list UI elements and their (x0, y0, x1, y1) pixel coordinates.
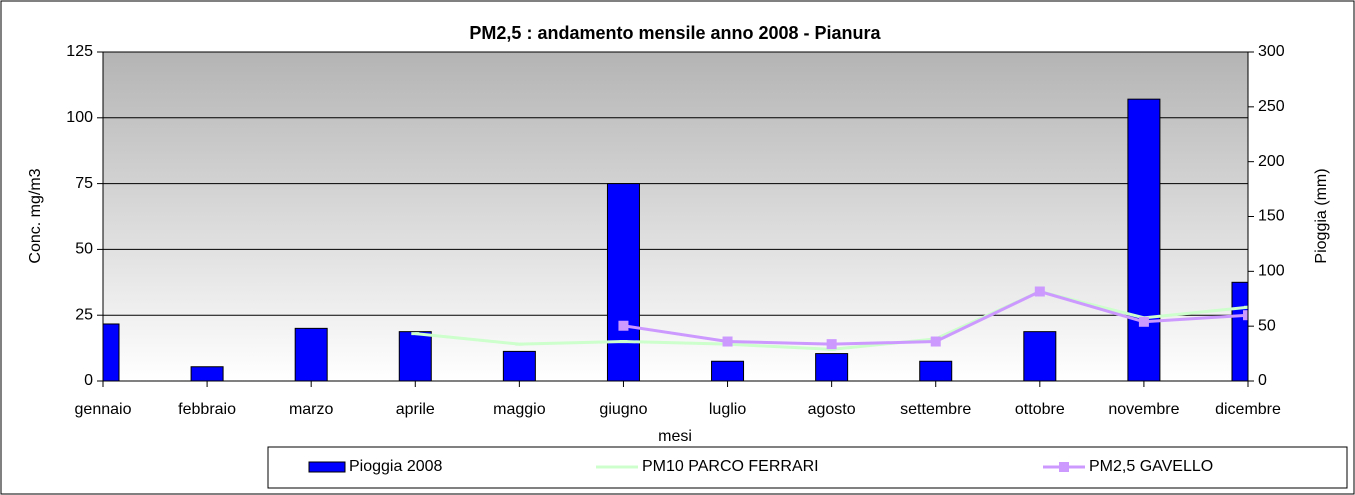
y2-tick-label: 0 (1258, 372, 1267, 389)
y-axis-title: Conc. mg/m3 (27, 168, 44, 263)
y-tick-label: 25 (75, 306, 93, 323)
marker (1244, 305, 1248, 309)
x-tick-label: gennaio (75, 401, 132, 418)
marker (515, 342, 524, 346)
y2-tick-label: 300 (1258, 43, 1285, 60)
bar (502, 350, 536, 381)
bar (919, 360, 953, 381)
marker (1138, 316, 1149, 327)
marker (1034, 286, 1045, 297)
marker (619, 340, 628, 344)
bar (190, 366, 224, 381)
plot-area (103, 52, 1248, 381)
x-tick-label: settembre (900, 401, 971, 418)
y-tick-label: 50 (75, 241, 93, 258)
bar (711, 360, 745, 381)
x-tick-label: ottobre (1015, 401, 1065, 418)
bar (1023, 331, 1057, 381)
y2-tick-label: 100 (1258, 263, 1285, 280)
x-tick-label: febbraio (178, 401, 236, 418)
legend-swatch (613, 465, 621, 469)
bar (103, 323, 120, 381)
bar (398, 331, 432, 381)
legend-label: PM10 PARCO FERRARI (642, 458, 819, 475)
y-tick-label: 0 (84, 372, 93, 389)
y2-tick-label: 250 (1258, 98, 1285, 115)
legend (267, 446, 1348, 489)
marker (618, 320, 629, 331)
y2-tick-label: 150 (1258, 208, 1285, 225)
x-tick-label: aprile (396, 401, 435, 418)
x-tick-label: maggio (493, 401, 546, 418)
legend-label: Pioggia 2008 (349, 458, 443, 475)
bar (606, 183, 640, 381)
marker (1243, 310, 1248, 321)
bar (1127, 98, 1161, 381)
x-tick-label: novembre (1108, 401, 1179, 418)
marker (722, 336, 733, 347)
y-tick-label: 125 (66, 43, 93, 60)
y-tick-label: 100 (66, 109, 93, 126)
plot-content (103, 98, 1248, 381)
bar (815, 353, 849, 381)
legend-label: PM2,5 GAVELLO (1089, 458, 1213, 475)
y-tick-label: 75 (75, 175, 93, 192)
x-tick-label: luglio (709, 401, 746, 418)
marker (930, 336, 941, 347)
y2-axis-title: Pioggia (mm) (1313, 168, 1330, 263)
x-tick-label: agosto (808, 401, 856, 418)
marker (827, 347, 836, 351)
x-tick-label: marzo (289, 401, 334, 418)
marker (826, 339, 837, 350)
y2-tick-label: 50 (1258, 317, 1276, 334)
chart-title: PM2,5 : andamento mensile anno 2008 - Pi… (469, 23, 881, 43)
y2-tick-label: 200 (1258, 153, 1285, 170)
x-tick-label: dicembre (1215, 401, 1281, 418)
legend-swatch (308, 461, 346, 473)
x-tick-label: giugno (599, 401, 647, 418)
bar (294, 327, 328, 381)
marker (411, 332, 420, 336)
legend-swatch (1059, 462, 1069, 472)
x-axis-title: mesi (658, 428, 692, 445)
